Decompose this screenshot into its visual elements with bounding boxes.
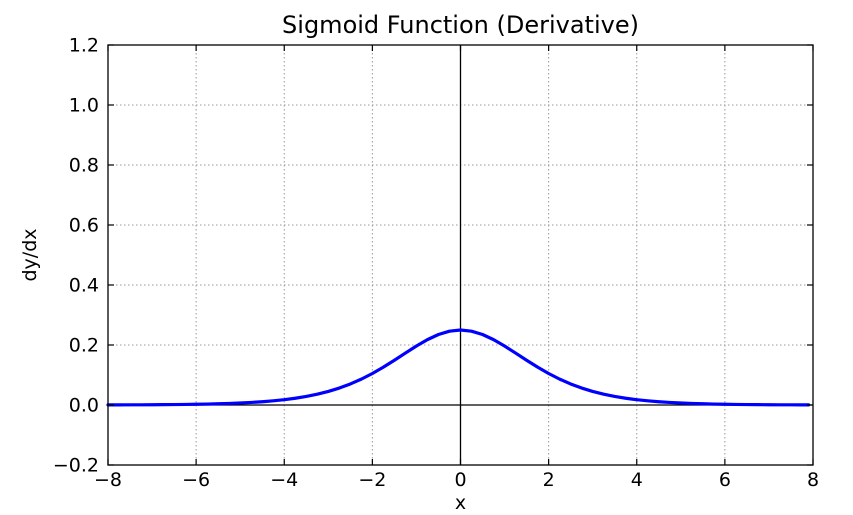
x-tick-label: −8: [94, 469, 122, 491]
x-tick-label: 6: [719, 469, 731, 491]
x-tick-label: 2: [543, 469, 555, 491]
y-tick-label: 1.2: [69, 35, 99, 57]
y-tick-label: 0.8: [69, 155, 99, 177]
y-tick-label: 0.4: [69, 275, 99, 297]
x-tick-label: −6: [182, 469, 210, 491]
series-line: [106, 328, 811, 407]
y-tick-label: 1.0: [69, 95, 99, 117]
chart-title: Sigmoid Function (Derivative): [282, 11, 639, 39]
x-tick-label: −4: [270, 469, 298, 491]
x-tick-label: 4: [631, 469, 643, 491]
x-tick-label: 8: [807, 469, 819, 491]
x-tick-label: 0: [454, 469, 466, 491]
x-axis-label: x: [454, 492, 467, 514]
y-tick-label: −0.2: [53, 455, 99, 477]
y-tick-label: 0.6: [69, 215, 99, 237]
y-tick-label: 0.0: [69, 395, 99, 417]
y-tick-label: 0.2: [69, 335, 99, 357]
x-tick-label: −2: [358, 469, 386, 491]
